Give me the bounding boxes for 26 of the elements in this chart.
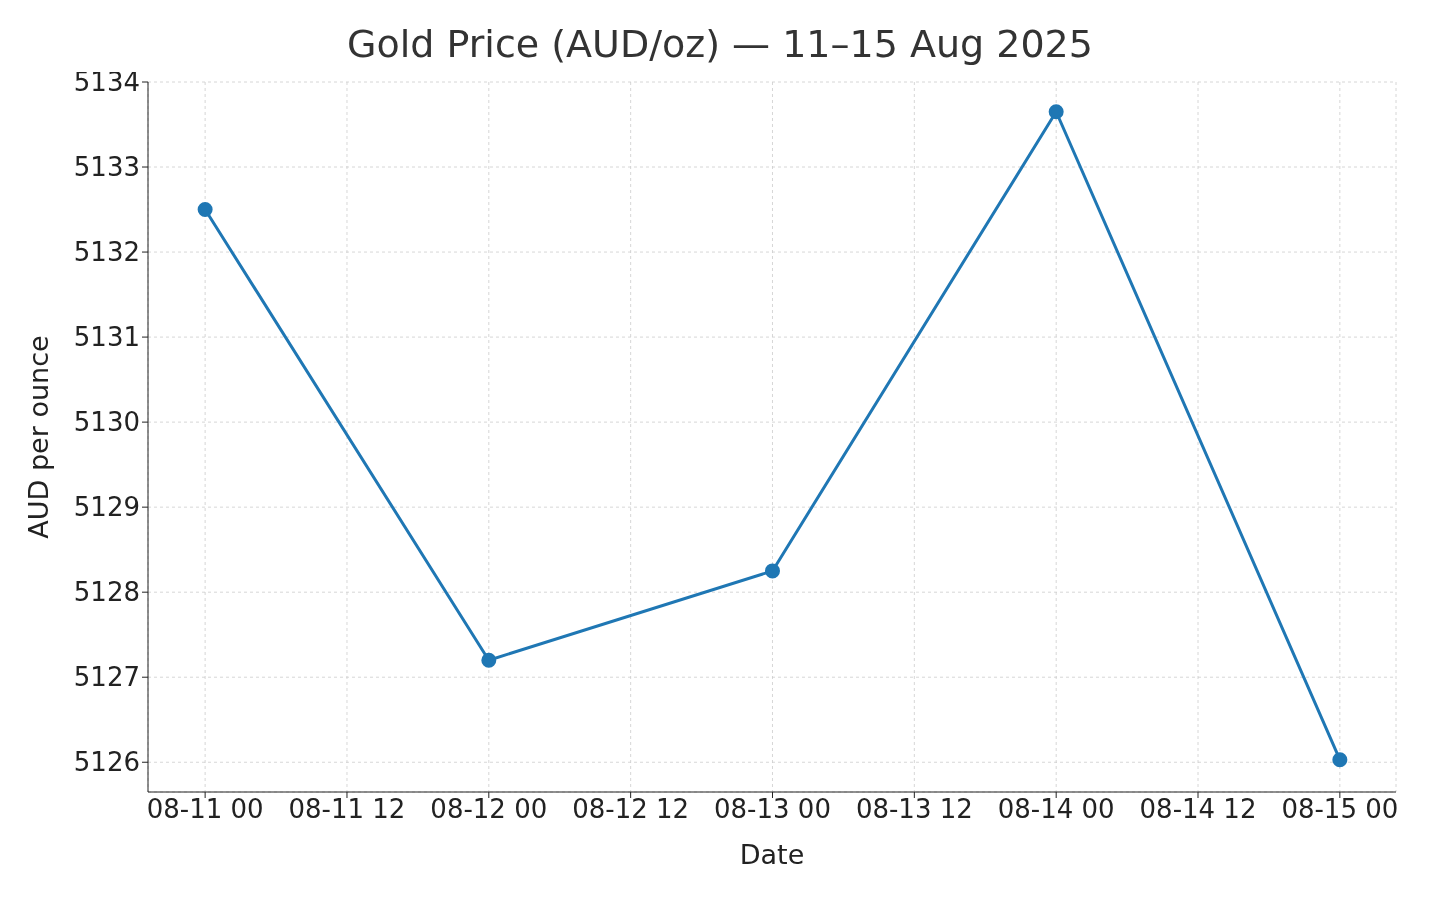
x-tick-label: 08-11 00: [146, 794, 264, 825]
point: [1332, 752, 1348, 768]
y-tick-label: 5133: [73, 152, 140, 183]
y-tick-label: 5128: [73, 577, 140, 608]
y-axis-title: AUD per ounce: [22, 335, 54, 539]
point: [764, 563, 780, 579]
x-axis-title: Date: [739, 839, 805, 870]
y-tick-label: 5134: [73, 67, 140, 98]
x-tick-label: 08-14 00: [997, 794, 1115, 825]
x-tick-label: 08-12 12: [572, 794, 690, 825]
x-tick-label: 08-11 12: [288, 794, 406, 825]
x-tick-label: 08-12 00: [430, 794, 548, 825]
y-tick-label: 5129: [73, 492, 140, 523]
x-tick-label: 08-15 00: [1281, 794, 1399, 825]
point: [197, 202, 213, 218]
y-tick-label: 5131: [73, 322, 140, 353]
point: [1048, 104, 1064, 120]
y-tick-label: 5126: [73, 747, 140, 778]
x-tick-label: 08-13 00: [714, 794, 831, 825]
x-tick-label: 08-14 12: [1139, 794, 1257, 825]
x-tick-label: 08-13 12: [855, 794, 973, 825]
y-tick-label: 5127: [73, 662, 140, 693]
y-tick-label: 5132: [73, 237, 140, 268]
point: [481, 652, 497, 668]
chart-title: Gold Price (AUD/oz) — 11–15 Aug 2025: [347, 22, 1093, 66]
y-tick-label: 5130: [73, 407, 140, 438]
